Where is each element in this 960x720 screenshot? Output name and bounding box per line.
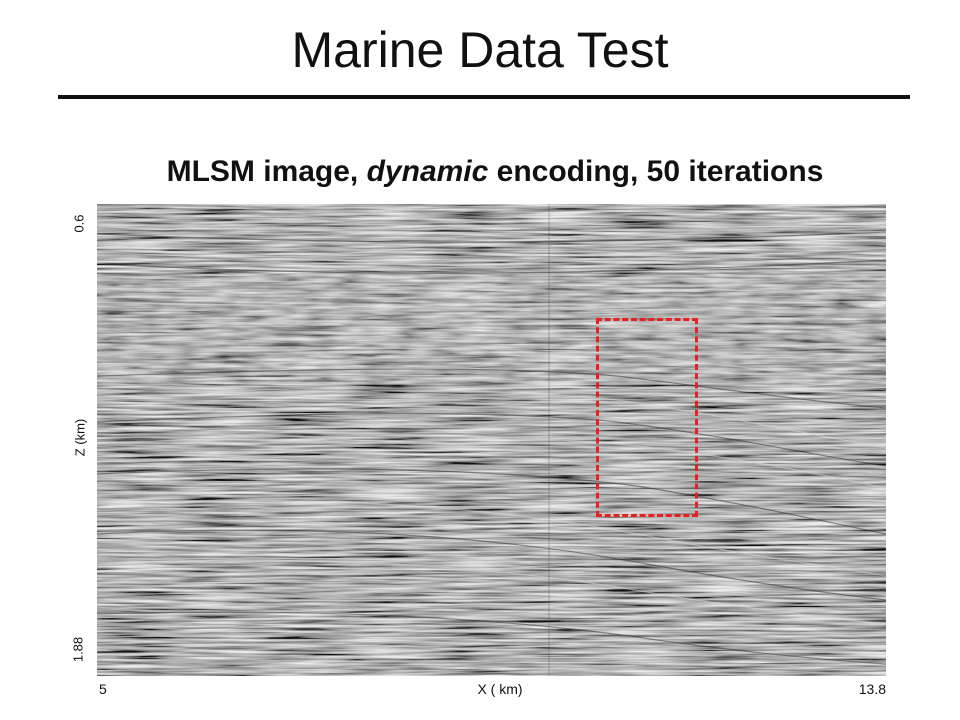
figure-subtitle: MLSM image, dynamic encoding, 50 iterati…: [0, 150, 960, 194]
y-axis-label: Z (km): [72, 418, 88, 457]
subtitle-part-2: encoding, 50 iterations: [488, 155, 824, 188]
title-divider: [58, 95, 910, 99]
subtitle-emphasis: dynamic: [366, 155, 489, 188]
y-axis-tick-top: 0.6: [71, 214, 87, 233]
subtitle-part-1: MLSM image,: [166, 155, 367, 188]
x-axis-label: X ( km): [477, 681, 523, 697]
x-axis-tick-left: 5: [99, 681, 107, 697]
y-axis-tick-bottom: 1.88: [70, 636, 86, 663]
slide-title: Marine Data Test: [291, 22, 669, 78]
x-axis-tick-right: 13.8: [858, 681, 886, 697]
highlight-box: [596, 318, 698, 517]
seismic-image: [97, 204, 886, 676]
